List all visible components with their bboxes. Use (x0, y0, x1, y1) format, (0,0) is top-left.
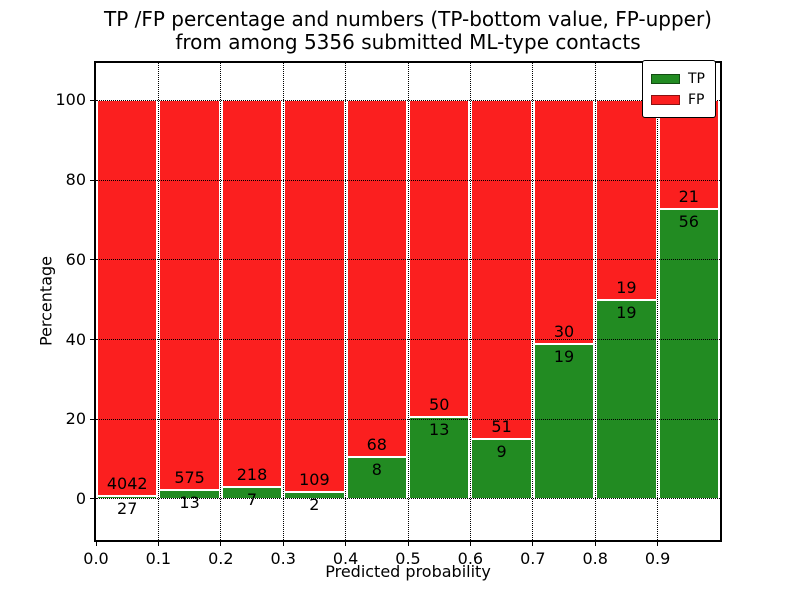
bar-tp-segment (409, 416, 470, 499)
fp-count-label: 575 (174, 468, 205, 488)
bar-fp-segment (409, 100, 470, 417)
y-tick-mark (90, 498, 94, 500)
y-tick-mark (90, 259, 94, 261)
legend-swatch-fp-icon (651, 94, 680, 105)
fp-count-label: 30 (553, 322, 575, 342)
tp-count-label: 13 (179, 493, 200, 513)
grid-line-vertical (407, 63, 409, 540)
bar-fp-segment (596, 100, 657, 300)
x-tick-mark (345, 542, 347, 546)
tp-count-label: 27 (117, 499, 138, 519)
grid-line-vertical (657, 63, 659, 540)
fp-count-label: 21 (678, 187, 699, 207)
grid-line-vertical (220, 63, 222, 540)
bar-tp-segment (221, 486, 283, 499)
fp-count-label: 51 (491, 417, 512, 437)
y-tick-label: 0 (75, 488, 86, 508)
bar-fp-segment (159, 100, 220, 491)
legend-label-tp: TP (688, 70, 705, 87)
x-tick-label: 0.6 (457, 549, 484, 568)
x-tick-mark (282, 542, 284, 546)
x-tick-label: 0.8 (582, 549, 608, 568)
y-tick-label: 60 (65, 249, 86, 269)
x-tick-label: 0.5 (395, 549, 421, 568)
bar-fp-segment (221, 100, 283, 487)
y-tick-label: 40 (65, 329, 86, 349)
tp-count-label: 19 (616, 302, 637, 322)
bar-tp-segment (596, 299, 657, 499)
fp-count-label: 68 (366, 435, 387, 454)
fp-count-label: 4042 (106, 474, 148, 494)
bar-fp-segment (284, 100, 345, 492)
x-tick-mark (220, 542, 222, 546)
chart-title-line1: TP /FP percentage and numbers (TP-bottom… (104, 7, 712, 31)
tp-count-label: 19 (553, 347, 575, 367)
x-tick-mark (532, 542, 534, 546)
bar-tp-segment (159, 490, 220, 499)
tp-count-label: 13 (429, 419, 450, 439)
x-tick-label: 0.3 (270, 549, 296, 568)
legend: TP FP (642, 60, 716, 118)
grid-line-vertical (594, 63, 596, 540)
y-tick-mark (90, 418, 94, 420)
bar-tp-segment (284, 491, 345, 499)
x-tick-mark (157, 542, 159, 546)
tp-count-label: 8 (371, 460, 382, 479)
fp-count-label: 109 (299, 469, 330, 489)
x-tick-mark (407, 542, 409, 546)
chart-title: TP /FP percentage and numbers (TP-bottom… (104, 8, 712, 54)
legend-label-fp: FP (688, 91, 705, 108)
legend-entry-tp: TP (651, 68, 707, 89)
bar-tp-segment (658, 209, 719, 499)
legend-entry-fp: FP (651, 89, 707, 110)
bar-fp-segment (471, 100, 532, 440)
x-tick-label: 0.4 (332, 549, 359, 568)
x-tick-label: 0.7 (520, 549, 546, 568)
tp-count-label: 2 (309, 494, 320, 514)
fp-count-label: 218 (236, 464, 268, 484)
chart-title-line2: from among 5356 submitted ML-type contac… (175, 30, 641, 54)
x-tick-label: 0.2 (208, 549, 234, 568)
tp-count-label: 56 (678, 212, 699, 232)
bar-fp-segment (346, 100, 407, 457)
y-tick-label: 100 (55, 90, 86, 110)
x-tick-mark (469, 542, 471, 546)
tp-count-label: 7 (246, 489, 258, 509)
x-tick-mark (657, 542, 659, 546)
bar-tp-segment (471, 439, 532, 499)
x-tick-mark (594, 542, 596, 546)
grid-line-vertical (345, 63, 347, 540)
tp-count-label: 9 (496, 442, 507, 462)
x-tick-mark (95, 542, 97, 546)
bar-fp-segment (533, 100, 595, 345)
y-tick-mark (90, 339, 94, 341)
y-tick-label: 80 (65, 170, 86, 190)
grid-line-vertical (532, 63, 534, 540)
x-axis-label: Predicted probability (325, 562, 491, 581)
fp-count-label: 50 (429, 394, 450, 414)
x-tick-label: 0.0 (83, 549, 109, 568)
grid-line-vertical (469, 63, 471, 540)
bar-tp-segment (533, 344, 595, 499)
y-tick-label: 20 (65, 409, 86, 429)
grid-line-vertical (282, 63, 284, 540)
legend-swatch-tp-icon (651, 73, 680, 84)
bar-tp-segment (346, 457, 407, 499)
fp-count-label: 19 (616, 277, 637, 297)
y-tick-mark (90, 99, 94, 101)
y-tick-mark (90, 179, 94, 181)
plot-area: 4042 27 575 13 218 7 109 2 68 8 50 13 51 9 30 19 19 19 21 5… (94, 61, 722, 542)
grid-line-vertical (157, 63, 159, 540)
bar-fp-segment (97, 100, 158, 497)
x-tick-label: 0.9 (644, 549, 671, 568)
x-tick-label: 0.1 (145, 549, 172, 568)
